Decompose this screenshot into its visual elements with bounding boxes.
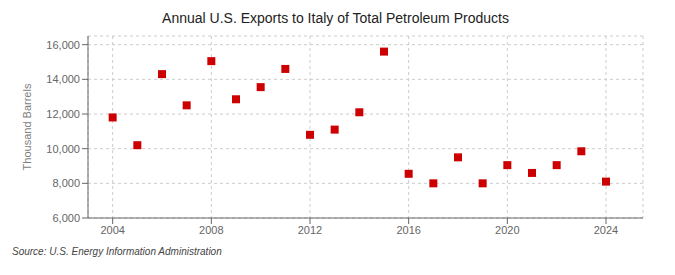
svg-text:2004: 2004 xyxy=(100,224,124,236)
svg-text:2016: 2016 xyxy=(396,224,420,236)
svg-text:6,000: 6,000 xyxy=(52,212,80,224)
svg-text:14,000: 14,000 xyxy=(46,73,80,85)
html-text:Annual U.S. Exports to Italy o: Annual U.S. Exports to Italy of Total Pe… xyxy=(162,10,509,26)
svg-text:2012: 2012 xyxy=(298,224,322,236)
svg-text:8,000: 8,000 xyxy=(52,177,80,189)
svg-text:10,000: 10,000 xyxy=(46,143,80,155)
svg-text:2024: 2024 xyxy=(594,224,618,236)
html-text:Source: U.S. Energy Informatio: Source: U.S. Energy Information Administ… xyxy=(12,246,222,257)
svg-text:Thousand Barrels: Thousand Barrels xyxy=(21,83,33,170)
svg-text:2020: 2020 xyxy=(495,224,519,236)
svg-text:2008: 2008 xyxy=(199,224,223,236)
svg-text:12,000: 12,000 xyxy=(46,108,80,120)
svg-text:16,000: 16,000 xyxy=(46,39,80,51)
